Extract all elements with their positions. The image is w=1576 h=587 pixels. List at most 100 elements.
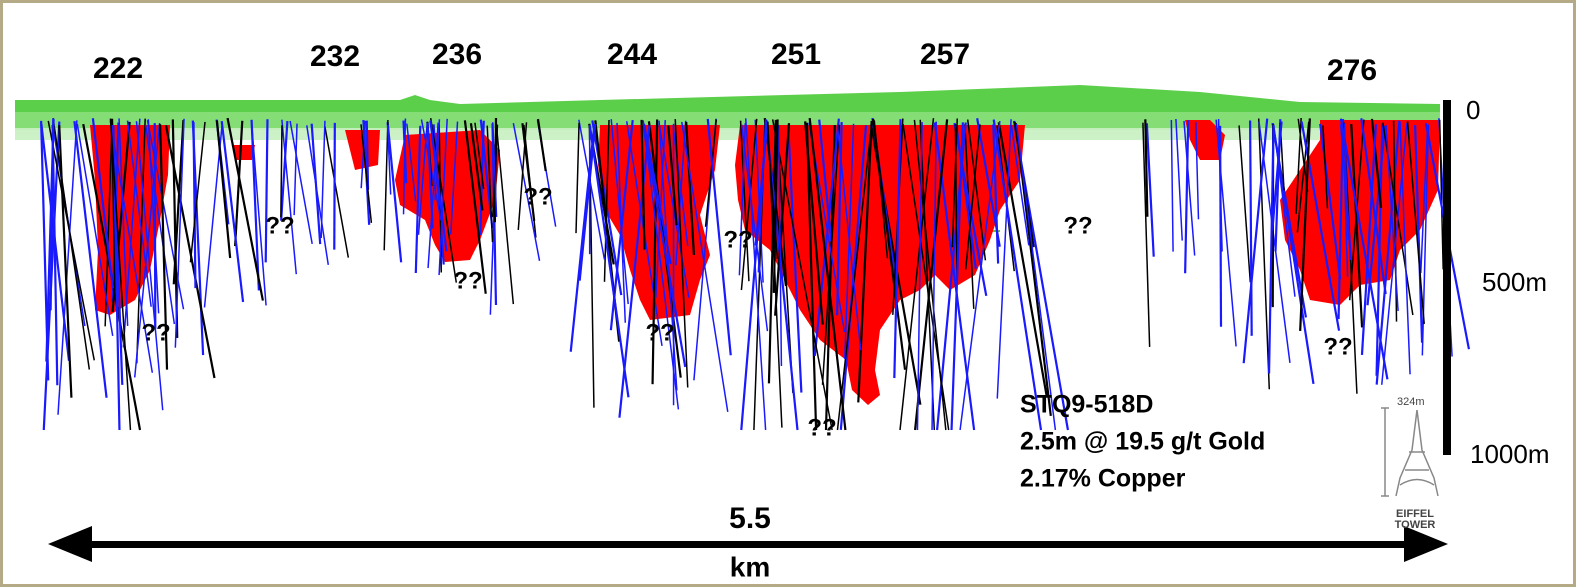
drill-hole bbox=[740, 118, 758, 291]
deposit-label: 251 bbox=[771, 38, 821, 71]
depth-label: 500m bbox=[1482, 267, 1547, 297]
drill-hole bbox=[492, 122, 498, 217]
deposit-label: 222 bbox=[93, 52, 143, 85]
drill-hole bbox=[57, 120, 78, 415]
drill-hole bbox=[118, 118, 129, 326]
drill-hole bbox=[47, 120, 96, 361]
drill-hole bbox=[136, 118, 146, 364]
drill-hole bbox=[902, 124, 950, 431]
drill-hole bbox=[1296, 121, 1310, 233]
drill-hole bbox=[836, 123, 873, 431]
drill-hole bbox=[1242, 118, 1269, 364]
drill-hole bbox=[1144, 119, 1149, 217]
drill-hole bbox=[1142, 122, 1151, 347]
drill-hole bbox=[767, 119, 777, 384]
drill-hole bbox=[449, 121, 459, 235]
drill-hole bbox=[804, 121, 824, 325]
drill-hole bbox=[406, 123, 417, 202]
drill-hole bbox=[642, 125, 687, 368]
eiffel-tower bbox=[1381, 407, 1439, 497]
drill-hole bbox=[873, 120, 889, 259]
drill-hole bbox=[104, 121, 113, 327]
drill-hole bbox=[674, 119, 689, 388]
drill-hole bbox=[1339, 124, 1353, 261]
drill-hole bbox=[916, 122, 923, 431]
drill-hole bbox=[280, 121, 289, 221]
drill-hole bbox=[992, 119, 1043, 431]
drill-hole bbox=[360, 124, 373, 223]
drill-hole bbox=[434, 119, 441, 201]
drill-hole bbox=[771, 119, 833, 431]
width-scale bbox=[48, 526, 1448, 562]
drill-hole bbox=[438, 118, 448, 276]
depth-label: 1000m bbox=[1470, 439, 1550, 469]
drill-hole bbox=[706, 118, 732, 356]
drill-hole bbox=[844, 123, 855, 360]
drill-hole bbox=[320, 120, 326, 239]
drill-hole bbox=[1295, 117, 1302, 214]
drill-hole bbox=[740, 124, 769, 332]
unknown-marker: ?? bbox=[453, 267, 482, 294]
callout-copper: 2.17% Copper bbox=[1020, 465, 1186, 493]
drill-hole bbox=[1010, 124, 1030, 246]
drill-hole bbox=[386, 124, 392, 195]
unknown-marker: ?? bbox=[141, 319, 170, 346]
drill-hole bbox=[122, 118, 141, 348]
drill-hole bbox=[1350, 124, 1364, 328]
deposit-label: 232 bbox=[310, 40, 360, 73]
deposit-label: 244 bbox=[607, 38, 657, 71]
drill-hole bbox=[685, 121, 696, 255]
unknown-marker: ?? bbox=[265, 212, 294, 239]
drill-hole bbox=[1238, 125, 1252, 283]
drill-hole bbox=[964, 124, 981, 270]
drill-hole bbox=[109, 120, 154, 373]
drill-hole bbox=[58, 125, 73, 398]
drill-hole bbox=[950, 122, 964, 431]
drill-hole bbox=[1184, 120, 1190, 274]
drill-hole bbox=[1267, 124, 1275, 374]
reference-name: EIFFEL bbox=[1396, 508, 1434, 520]
drill-hole bbox=[1322, 125, 1329, 209]
drill-hole bbox=[578, 119, 606, 260]
drill-hole bbox=[360, 120, 367, 189]
drill-hole bbox=[306, 125, 330, 266]
drill-hole bbox=[1219, 125, 1223, 327]
drill-hole bbox=[805, 122, 818, 431]
drill-hole bbox=[1385, 124, 1399, 311]
drill-hole bbox=[226, 117, 264, 301]
drill-hole bbox=[767, 121, 783, 428]
drill-hole bbox=[234, 120, 244, 247]
drill-hole bbox=[667, 125, 678, 226]
drill-hole bbox=[536, 118, 547, 172]
drill-hole bbox=[402, 120, 408, 184]
drill-hole bbox=[495, 120, 515, 305]
drill-hole bbox=[1414, 125, 1424, 343]
unknown-marker: ?? bbox=[807, 414, 836, 441]
drill-hole bbox=[189, 121, 206, 263]
drill-hole bbox=[1015, 123, 1057, 431]
drill-hole bbox=[610, 119, 629, 305]
callout-hole: STQ9-518D bbox=[1020, 391, 1153, 419]
drill-hole bbox=[787, 124, 803, 393]
drill-hole bbox=[517, 122, 528, 231]
drill-hole bbox=[469, 123, 484, 211]
drill-hole bbox=[992, 124, 1000, 264]
drill-hole bbox=[997, 122, 1048, 398]
drill-hole bbox=[774, 123, 791, 316]
unknown-marker: ?? bbox=[1063, 212, 1092, 239]
drill-hole bbox=[486, 125, 494, 243]
drill-hole bbox=[966, 119, 987, 261]
drill-hole bbox=[913, 119, 949, 431]
drill-hole bbox=[919, 119, 936, 431]
drill-hole bbox=[1420, 125, 1429, 274]
unknown-marker: ?? bbox=[645, 319, 674, 346]
drill-hole bbox=[414, 125, 422, 274]
drill-hole bbox=[959, 120, 1001, 431]
drill-hole bbox=[955, 125, 977, 269]
drill-hole bbox=[1399, 121, 1411, 375]
drill-hole bbox=[135, 121, 164, 411]
drill-hole bbox=[681, 121, 729, 412]
deposit-label: 257 bbox=[920, 38, 970, 71]
drill-hole bbox=[899, 118, 935, 431]
drill-hole bbox=[474, 122, 485, 189]
